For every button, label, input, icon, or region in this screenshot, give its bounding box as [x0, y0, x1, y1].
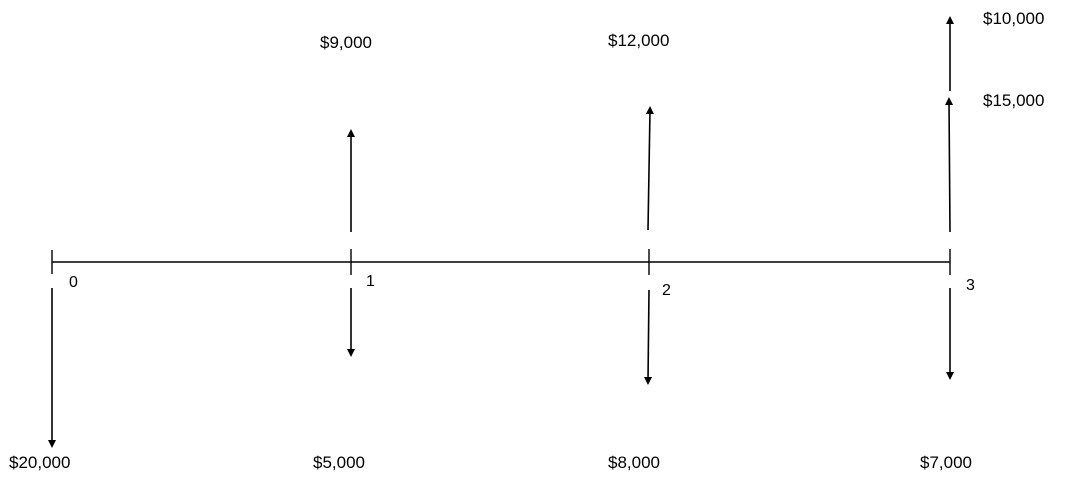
outflow-amount-period-3: $7,000	[920, 453, 972, 472]
outflow-amount-period-0: $20,000	[9, 453, 71, 472]
inflow-amount-period-1: $9,000	[320, 33, 372, 52]
inflow-amount-period-3-lower: $15,000	[983, 91, 1045, 110]
period-label-0: 0	[69, 274, 78, 291]
inflow-amount-period-2: $12,000	[608, 31, 670, 50]
outflow-amount-period-2: $8,000	[608, 453, 660, 472]
inflow-amount-period-3-upper: $10,000	[983, 9, 1045, 28]
period-label-3: 3	[966, 277, 975, 294]
outflow-amount-period-1: $5,000	[313, 453, 365, 472]
inflow-arrow-period-3-lower	[945, 97, 954, 233]
period-label-2: 2	[662, 282, 671, 299]
period-label-1: 1	[366, 273, 375, 290]
outflow-arrow-period-2	[644, 289, 653, 385]
inflow-arrow-period-2	[645, 106, 654, 231]
